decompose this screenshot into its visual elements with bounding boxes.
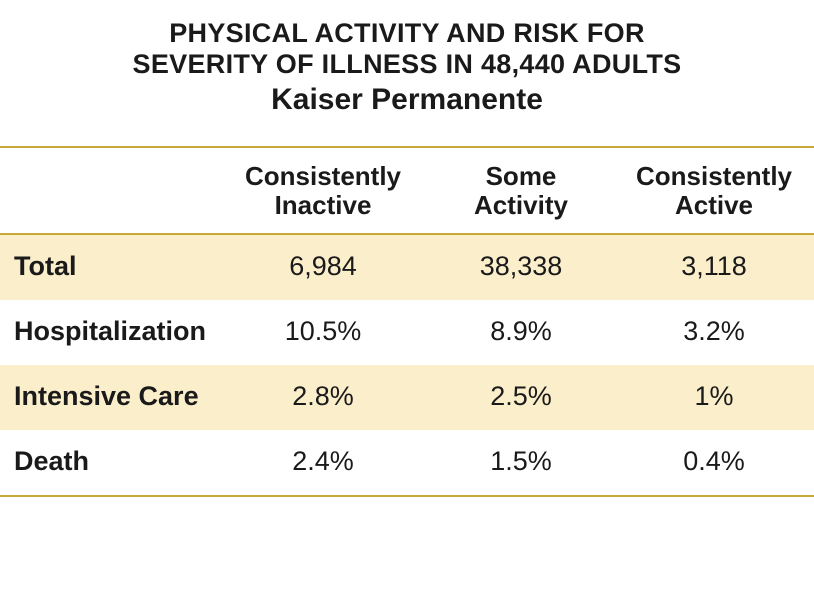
header-blank (0, 147, 218, 234)
row-label: Total (0, 234, 218, 300)
row-label: Death (0, 430, 218, 496)
data-table: Consistently Inactive Some Activity Cons… (0, 146, 814, 497)
header-col-2-line1: Some (436, 162, 606, 191)
cell: 2.8% (218, 365, 428, 430)
header-col-3-line2: Active (622, 191, 806, 220)
header-col-1-line2: Inactive (226, 191, 420, 220)
cell: 3.2% (614, 300, 814, 365)
table-row: Death 2.4% 1.5% 0.4% (0, 430, 814, 496)
header-col-2-line2: Activity (436, 191, 606, 220)
row-label: Intensive Care (0, 365, 218, 430)
figure-root: PHYSICAL ACTIVITY AND RISK FOR SEVERITY … (0, 0, 814, 497)
table-body: Total 6,984 38,338 3,118 Hospitalization… (0, 234, 814, 496)
header-col-1-line1: Consistently (226, 162, 420, 191)
subtitle: Kaiser Permanente (0, 82, 814, 118)
header-col-3-line1: Consistently (622, 162, 806, 191)
header-col-2: Some Activity (428, 147, 614, 234)
cell: 0.4% (614, 430, 814, 496)
table-header: Consistently Inactive Some Activity Cons… (0, 147, 814, 234)
cell: 2.5% (428, 365, 614, 430)
table-row: Total 6,984 38,338 3,118 (0, 234, 814, 300)
cell: 8.9% (428, 300, 614, 365)
cell: 3,118 (614, 234, 814, 300)
table-row: Hospitalization 10.5% 8.9% 3.2% (0, 300, 814, 365)
title-line-2: SEVERITY OF ILLNESS IN 48,440 ADULTS (0, 49, 814, 80)
cell: 38,338 (428, 234, 614, 300)
header-col-3: Consistently Active (614, 147, 814, 234)
header-col-1: Consistently Inactive (218, 147, 428, 234)
row-label: Hospitalization (0, 300, 218, 365)
cell: 10.5% (218, 300, 428, 365)
cell: 1% (614, 365, 814, 430)
table-row: Intensive Care 2.8% 2.5% 1% (0, 365, 814, 430)
title-line-1: PHYSICAL ACTIVITY AND RISK FOR (0, 18, 814, 49)
cell: 2.4% (218, 430, 428, 496)
title-block: PHYSICAL ACTIVITY AND RISK FOR SEVERITY … (0, 18, 814, 118)
cell: 1.5% (428, 430, 614, 496)
cell: 6,984 (218, 234, 428, 300)
